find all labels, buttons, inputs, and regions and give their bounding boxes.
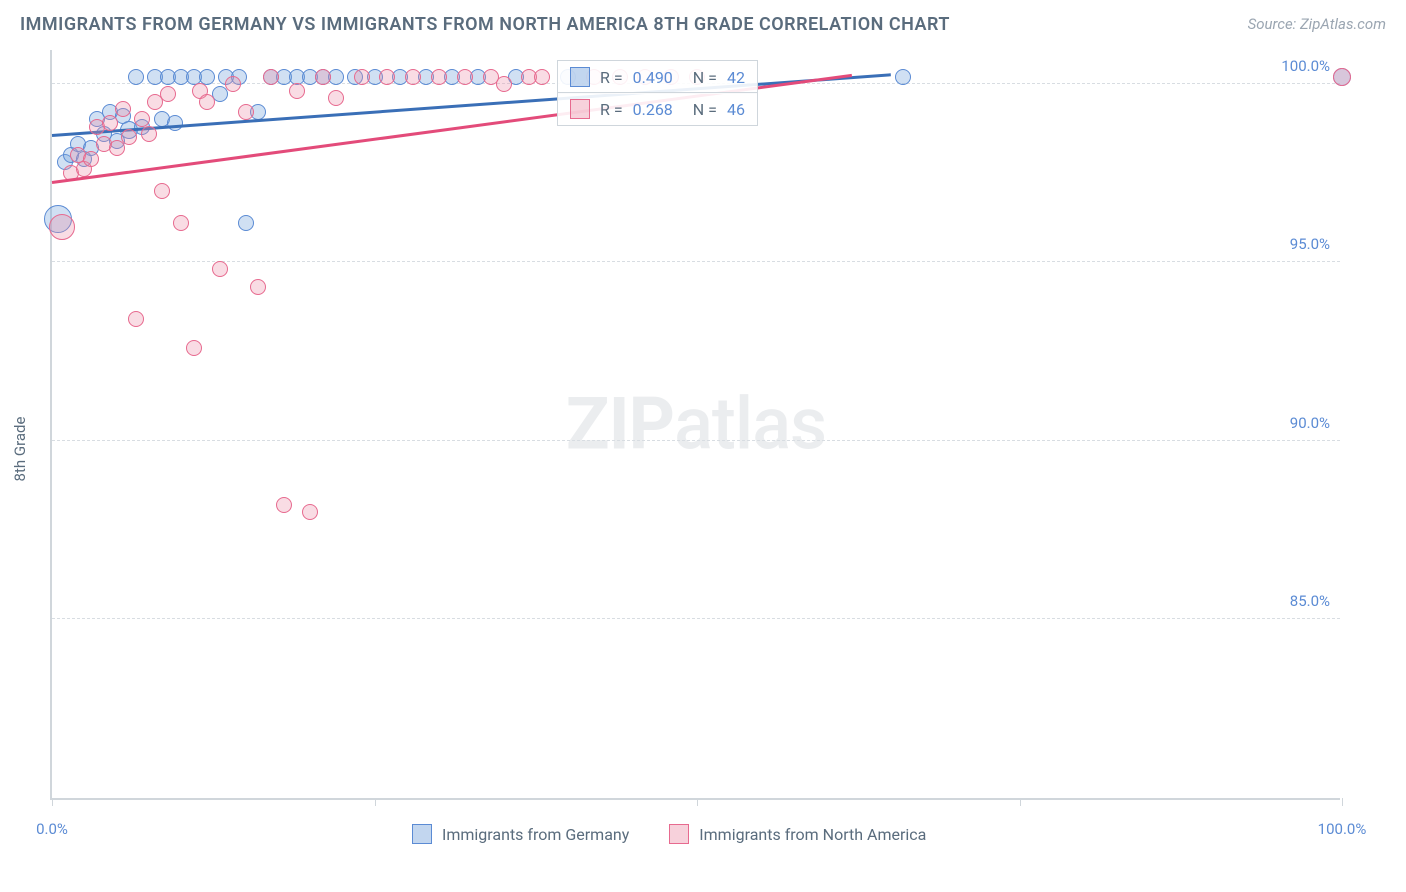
data-point	[141, 126, 157, 142]
x-tick-label: 0.0%	[36, 820, 68, 838]
title-bar: IMMIGRANTS FROM GERMANY VS IMMIGRANTS FR…	[0, 0, 1406, 48]
data-point	[115, 101, 131, 117]
data-point	[302, 504, 318, 520]
data-point	[102, 115, 118, 131]
legend-n-value: 42	[727, 68, 745, 87]
data-point	[354, 69, 370, 85]
bottom-legend: Immigrants from Germany Immigrants from N…	[412, 824, 926, 844]
x-tick-label: 100.0%	[1318, 820, 1367, 838]
data-point	[250, 279, 266, 295]
data-point	[128, 311, 144, 327]
watermark-light: atlas	[674, 382, 826, 467]
data-point	[534, 69, 550, 85]
legend-stats-box: R = 0.490 N = 42	[557, 60, 758, 94]
legend-r-value: 0.490	[633, 68, 673, 87]
data-point	[173, 215, 189, 231]
x-tick	[52, 798, 53, 806]
x-tick	[375, 798, 376, 806]
data-point	[154, 183, 170, 199]
legend-r-value: 0.268	[633, 100, 673, 119]
chart-title: IMMIGRANTS FROM GERMANY VS IMMIGRANTS FR…	[20, 14, 950, 35]
data-point	[496, 76, 512, 92]
data-point	[186, 340, 202, 356]
data-point	[167, 115, 183, 131]
x-tick	[697, 798, 698, 806]
gridline	[52, 261, 1340, 262]
legend-r-label: R =	[600, 100, 623, 119]
chart-container: 8th Grade ZIPatlas 85.0%90.0%95.0%100.0%…	[50, 50, 1380, 830]
legend-item: Immigrants from Germany	[412, 824, 629, 844]
legend-swatch	[669, 824, 689, 844]
gridline	[52, 618, 1340, 619]
data-point	[328, 90, 344, 106]
data-point	[276, 497, 292, 513]
data-point	[121, 129, 137, 145]
data-point	[263, 69, 279, 85]
data-point	[83, 151, 99, 167]
data-point	[1333, 68, 1351, 86]
data-point	[457, 69, 473, 85]
data-point	[225, 76, 241, 92]
data-point	[109, 140, 125, 156]
data-point	[128, 69, 144, 85]
data-point	[49, 214, 75, 240]
watermark: ZIPatlas	[566, 382, 826, 467]
data-point	[405, 69, 421, 85]
legend-n-label: N =	[693, 68, 717, 87]
legend-series-label: Immigrants from Germany	[442, 825, 629, 844]
legend-swatch	[412, 824, 432, 844]
plot-area: ZIPatlas 85.0%90.0%95.0%100.0%0.0%100.0%…	[50, 50, 1340, 800]
legend-swatch	[570, 99, 590, 119]
data-point	[431, 69, 447, 85]
data-point	[238, 104, 254, 120]
y-tick-label: 85.0%	[1290, 592, 1330, 610]
legend-item: Immigrants from North America	[669, 824, 926, 844]
watermark-bold: ZIP	[566, 382, 674, 467]
data-point	[289, 83, 305, 99]
legend-swatch	[570, 67, 590, 87]
y-axis-label: 8th Grade	[11, 417, 29, 482]
data-point	[212, 261, 228, 277]
legend-n-value: 46	[727, 100, 745, 119]
data-point	[238, 215, 254, 231]
data-point	[895, 69, 911, 85]
legend-series-label: Immigrants from North America	[699, 825, 926, 844]
data-point	[199, 94, 215, 110]
source-label: Source: ZipAtlas.com	[1248, 15, 1386, 33]
gridline	[52, 440, 1340, 441]
y-tick-label: 100.0%	[1281, 57, 1330, 75]
legend-r-label: R =	[600, 68, 623, 87]
legend-n-label: N =	[693, 100, 717, 119]
x-tick	[1020, 798, 1021, 806]
data-point	[315, 69, 331, 85]
legend-stats-box: R = 0.268 N = 46	[557, 92, 758, 126]
data-point	[160, 86, 176, 102]
y-tick-label: 90.0%	[1290, 414, 1330, 432]
x-tick	[1342, 798, 1343, 806]
y-tick-label: 95.0%	[1290, 235, 1330, 253]
data-point	[379, 69, 395, 85]
